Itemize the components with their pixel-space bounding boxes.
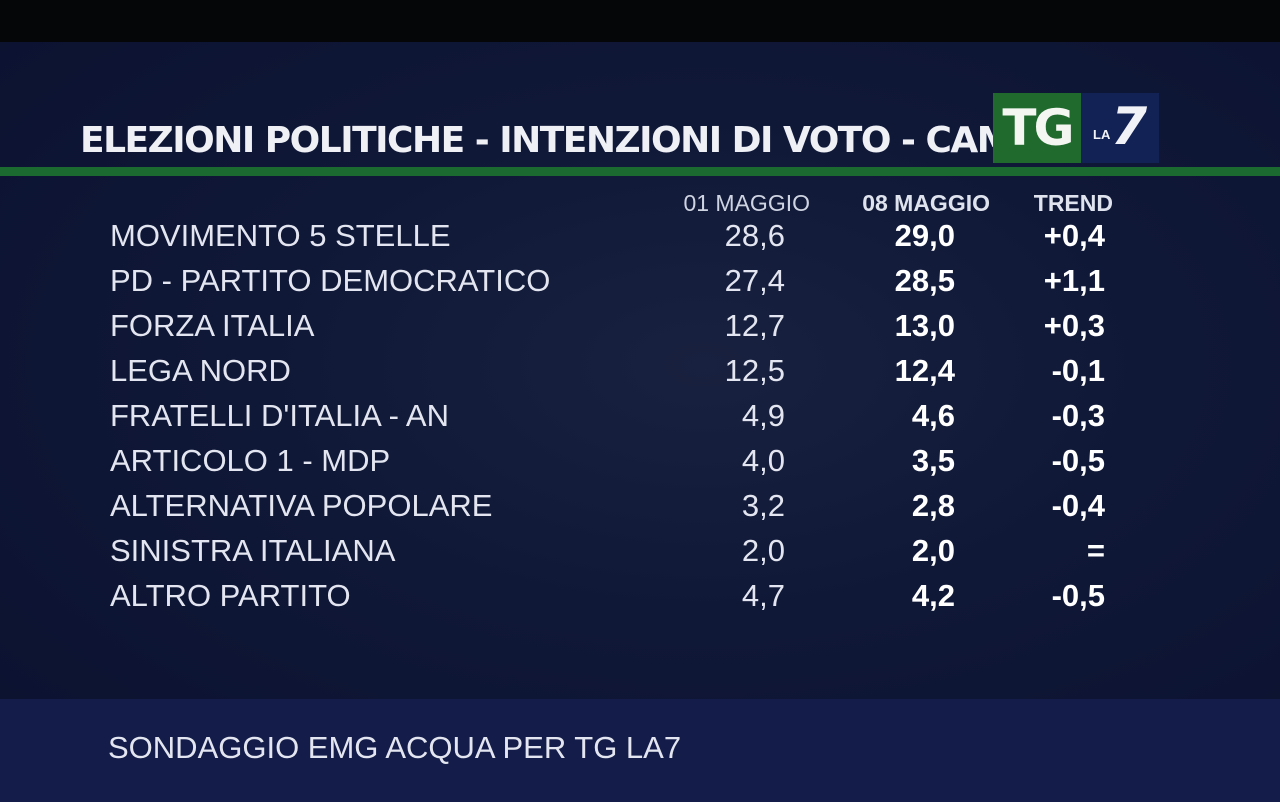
logo-tg-text: TG — [993, 93, 1081, 163]
poll-panel: ELEZIONI POLITICHE - INTENZIONI DI VOTO … — [0, 42, 1280, 802]
party-name: MOVIMENTO 5 STELLE — [110, 218, 451, 253]
value-08-maggio: 4,6 — [911, 398, 955, 433]
value-01-maggio: 12,7 — [724, 308, 785, 343]
trend-value: -0,4 — [1051, 488, 1105, 523]
column-header-08-maggio: 08 MAGGIO — [862, 190, 990, 216]
table-row: LEGA NORD 12,5 12,4 -0,1 — [0, 353, 1280, 398]
trend-value: +1,1 — [1043, 263, 1105, 298]
party-name: ALTERNATIVA POPOLARE — [110, 488, 493, 523]
trend-value: -0,1 — [1051, 353, 1105, 388]
table-row: FRATELLI D'ITALIA - AN 4,9 4,6 -0,3 — [0, 398, 1280, 443]
party-name: ARTICOLO 1 - MDP — [110, 443, 391, 478]
value-01-maggio: 12,5 — [724, 353, 785, 388]
title-underline — [0, 167, 1280, 176]
trend-value: -0,5 — [1051, 578, 1105, 613]
value-01-maggio: 4,7 — [741, 578, 785, 613]
trend-value: = — [1086, 533, 1105, 568]
table-row: ALTRO PARTITO 4,7 4,2 -0,5 — [0, 578, 1280, 623]
value-01-maggio: 4,0 — [741, 443, 785, 478]
party-name: FRATELLI D'ITALIA - AN — [110, 398, 449, 433]
value-01-maggio: 27,4 — [724, 263, 785, 298]
value-01-maggio: 28,6 — [724, 218, 785, 253]
table-row: ALTERNATIVA POPOLARE 3,2 2,8 -0,4 — [0, 488, 1280, 533]
value-01-maggio: 3,2 — [741, 488, 785, 523]
value-08-maggio: 4,2 — [911, 578, 955, 613]
table-row: FORZA ITALIA 12,7 13,0 +0,3 — [0, 308, 1280, 353]
trend-value: +0,4 — [1043, 218, 1105, 253]
footer-band — [0, 699, 1280, 802]
value-01-maggio: 4,9 — [741, 398, 785, 433]
value-08-maggio: 3,5 — [911, 443, 955, 478]
party-name: ALTRO PARTITO — [110, 578, 351, 613]
value-08-maggio: 12,4 — [894, 353, 955, 388]
value-01-maggio: 2,0 — [741, 533, 785, 568]
party-name: SINISTRA ITALIANA — [110, 533, 396, 568]
trend-value: -0,5 — [1051, 443, 1105, 478]
trend-value: +0,3 — [1043, 308, 1105, 343]
party-name: FORZA ITALIA — [110, 308, 315, 343]
value-08-maggio: 2,8 — [911, 488, 955, 523]
trend-value: -0,3 — [1051, 398, 1105, 433]
value-08-maggio: 29,0 — [894, 218, 955, 253]
poll-source: SONDAGGIO EMG ACQUA PER TG LA7 — [108, 730, 682, 765]
table-row: PD - PARTITO DEMOCRATICO 27,4 28,5 +1,1 — [0, 263, 1280, 308]
table-row: MOVIMENTO 5 STELLE 28,6 29,0 +0,4 — [0, 218, 1280, 263]
party-name: PD - PARTITO DEMOCRATICO — [110, 263, 551, 298]
logo-7-text: 7 — [1111, 97, 1148, 157]
page-title: ELEZIONI POLITICHE - INTENZIONI DI VOTO … — [80, 120, 1088, 161]
value-08-maggio: 13,0 — [894, 308, 955, 343]
logo-la-text: LA — [1093, 127, 1111, 142]
value-08-maggio: 28,5 — [894, 263, 955, 298]
value-08-maggio: 2,0 — [911, 533, 955, 568]
column-header-01-maggio: 01 MAGGIO — [683, 190, 810, 216]
column-header-trend: TREND — [1033, 190, 1113, 216]
table-row: SINISTRA ITALIANA 2,0 2,0 = — [0, 533, 1280, 578]
party-name: LEGA NORD — [110, 353, 291, 388]
tg-la7-logo: TG LA 7 — [993, 93, 1159, 163]
table-row: ARTICOLO 1 - MDP 4,0 3,5 -0,5 — [0, 443, 1280, 488]
logo-la7-block: LA 7 — [1081, 93, 1159, 163]
